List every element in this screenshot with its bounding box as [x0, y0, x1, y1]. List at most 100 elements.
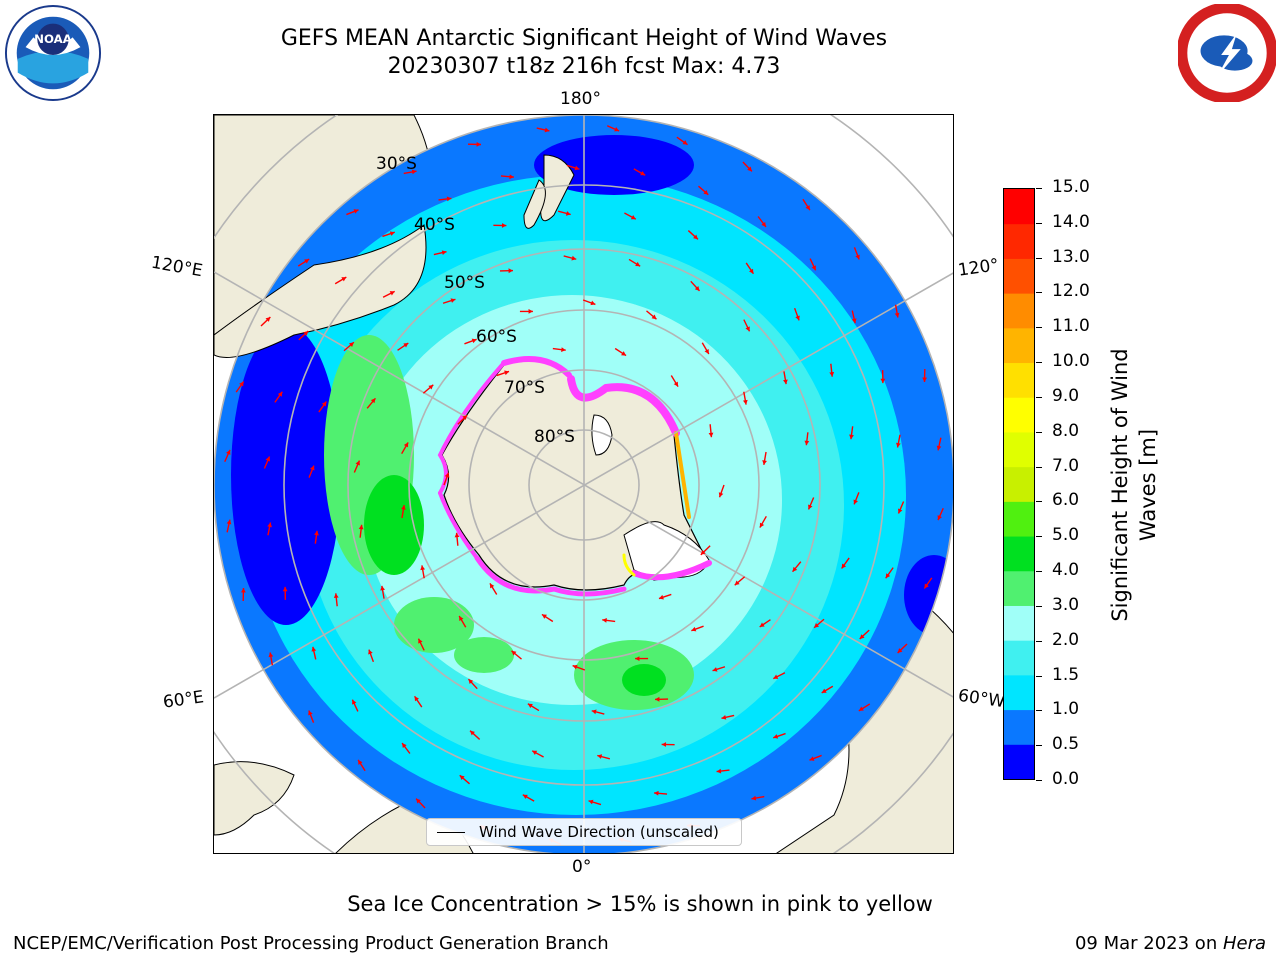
wave-direction-arrow	[655, 696, 669, 702]
colorbar-tick-mark	[1036, 536, 1042, 538]
wave-direction-arrow	[762, 451, 767, 465]
wave-direction-arrow	[772, 672, 786, 680]
lon-label-180: 180°	[560, 89, 601, 109]
colorbar-tick-label: 1.0	[1052, 699, 1080, 720]
wave-direction-arrow	[334, 276, 347, 285]
colorbar-segment	[1004, 397, 1034, 433]
colorbar-tick-label: 1.5	[1052, 664, 1080, 685]
map-legend: Wind Wave Direction (unscaled)	[426, 818, 742, 846]
wave-direction-arrow	[267, 522, 272, 536]
colorbar-tick-label: 12.0	[1052, 281, 1090, 302]
colorbar-tick-label: 14.0	[1052, 211, 1090, 232]
wave-direction-arrow	[923, 577, 933, 589]
wave-direction-arrow	[401, 505, 406, 519]
colorbar-tick-label: 4.0	[1052, 560, 1080, 581]
colorbar-tick-mark	[1036, 501, 1042, 503]
wave-direction-arrow	[661, 742, 675, 747]
wave-direction-arrow	[698, 185, 709, 196]
wave-direction-arrow	[417, 638, 425, 651]
wave-direction-arrow	[841, 557, 850, 569]
wave-direction-arrow	[922, 368, 928, 383]
wave-direction-arrow	[260, 316, 271, 327]
wave-direction-arrow	[804, 432, 810, 446]
wave-direction-arrow	[496, 370, 510, 377]
colorbar-tick-label: 0.5	[1052, 734, 1080, 755]
colorbar-segment	[1004, 674, 1034, 711]
wave-direction-arrow	[297, 258, 310, 267]
wave-direction-arrow	[859, 629, 870, 640]
wave-direction-arrow	[422, 384, 434, 394]
colorbar-tick-mark	[1036, 188, 1042, 189]
wave-direction-arrow	[897, 643, 908, 654]
legend-line-swatch	[437, 832, 465, 834]
colorbar-tick-mark	[1036, 571, 1042, 573]
wave-direction-arrow	[531, 750, 544, 758]
wave-direction-arrow	[527, 703, 540, 712]
colorbar	[1003, 188, 1035, 780]
colorbar-segment	[1004, 258, 1034, 294]
lat-label-40s: 40°S	[414, 215, 455, 235]
nws-logo-icon	[1178, 4, 1276, 102]
wave-direction-arrow	[368, 649, 375, 663]
wave-direction-arrow	[937, 507, 944, 521]
wave-direction-arrow	[897, 501, 905, 514]
colorbar-tick-mark	[1036, 327, 1042, 329]
colorbar-tick-mark	[1036, 466, 1042, 468]
colorbar-tick-mark	[1036, 222, 1042, 224]
colorbar-tick-label: 10.0	[1052, 351, 1090, 372]
wave-direction-arrow	[628, 258, 641, 267]
colorbar-tick-mark	[1036, 675, 1042, 677]
colorbar-segment	[1004, 605, 1034, 641]
colorbar-segment	[1004, 327, 1034, 364]
wave-direction-arrow	[742, 391, 748, 405]
wave-direction-arrow	[343, 341, 355, 352]
wave-direction-arrow	[829, 363, 835, 377]
lon-label-120w: 120°	[956, 255, 1001, 281]
colorbar-segment	[1004, 466, 1034, 502]
wave-direction-arrow	[721, 714, 735, 720]
colorbar-tick-mark	[1036, 362, 1042, 364]
colorbar-tick-mark	[1036, 745, 1042, 747]
wave-direction-arrow	[885, 567, 894, 579]
colorbar-segment	[1004, 570, 1034, 606]
colorbar-tick-mark	[1036, 292, 1042, 294]
wave-direction-arrow	[670, 375, 679, 388]
wave-direction-arrow	[646, 310, 657, 320]
wave-direction-arrow	[511, 650, 522, 660]
wave-direction-arrow	[880, 370, 886, 384]
wave-direction-arrow	[351, 699, 359, 712]
wave-direction-arrow	[433, 250, 447, 256]
colorbar-tick-label: 0.0	[1052, 769, 1080, 789]
wave-direction-arrow	[401, 742, 411, 754]
wave-direction-arrow	[438, 196, 452, 202]
wave-direction-arrow	[687, 230, 699, 240]
land-inside	[214, 154, 710, 591]
wave-direction-arrow	[380, 585, 385, 599]
lon-label-120e: 120°E	[149, 252, 205, 282]
lon-label-0: 0°	[572, 857, 592, 877]
colorbar-tick-label: 2.0	[1052, 629, 1080, 650]
map-panel: 30°S 40°S 50°S 60°S 70°S 80°S	[213, 114, 954, 854]
wave-direction-arrow	[734, 576, 746, 586]
wave-direction-arrow	[716, 768, 730, 774]
wave-direction-arrow	[401, 442, 409, 455]
lat-label-30s: 30°S	[376, 154, 417, 174]
wave-direction-arrow	[807, 497, 815, 510]
wave-direction-arrow	[442, 298, 456, 304]
colorbar-segment	[1004, 189, 1034, 225]
wave-direction-arrow	[314, 530, 319, 544]
colorbar-tick-label: 7.0	[1052, 455, 1080, 476]
colorbar-tick-mark	[1036, 710, 1042, 712]
wave-direction-arrow	[489, 582, 498, 595]
wave-direction-arrow	[745, 262, 755, 275]
colorbar-title-line1: Significant Height of Wind	[1108, 348, 1132, 622]
wave-direction-arrow	[522, 794, 535, 802]
lon-label-60e: 60°E	[161, 687, 206, 713]
wave-direction-arrow	[602, 618, 616, 623]
wave-direction-arrow	[849, 426, 854, 440]
wave-direction-arrow	[676, 136, 688, 146]
wave-direction-arrow	[708, 424, 714, 438]
noaa-logo-text: NOAA	[34, 32, 73, 46]
wave-direction-arrow	[308, 710, 315, 723]
wave-direction-arrow	[894, 304, 900, 318]
